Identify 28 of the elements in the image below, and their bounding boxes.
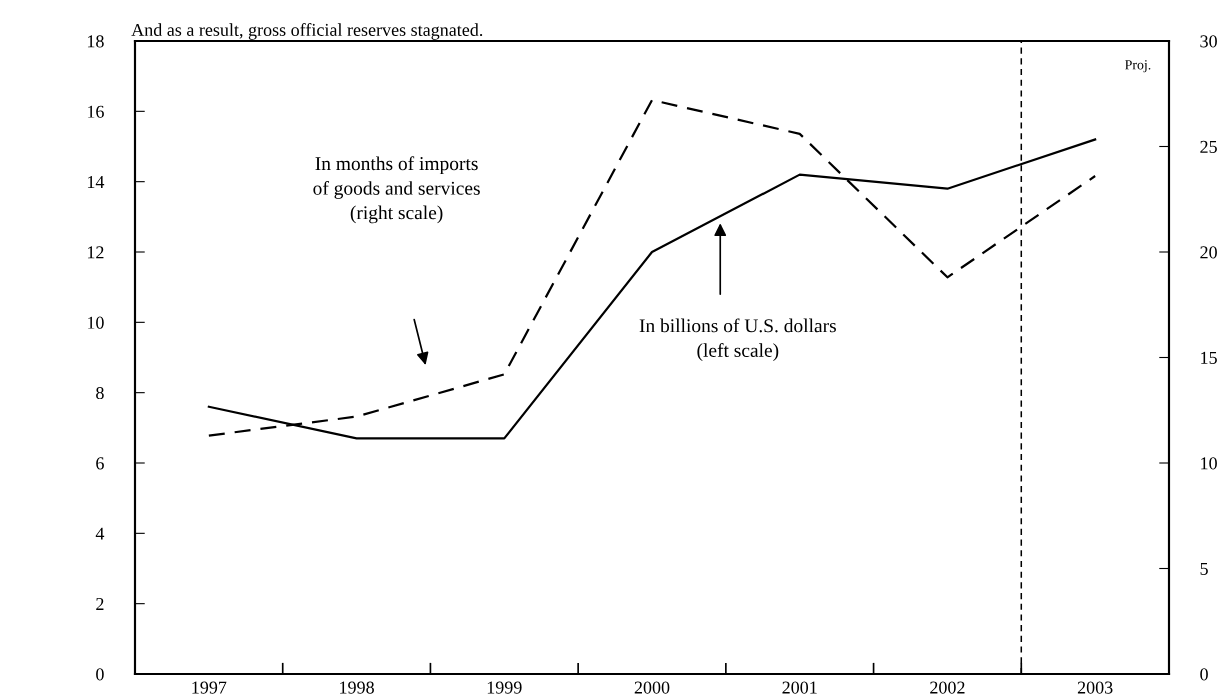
x-tick-label: 2003 <box>1077 681 1113 694</box>
y-tick-label: 8 <box>96 386 104 400</box>
y2-tick-label: 15 <box>1201 351 1217 364</box>
y-tick-label: 2 <box>96 597 104 610</box>
ref-line-label: Proj. <box>1125 60 1151 73</box>
y-tick-label: 4 <box>95 527 105 540</box>
y-tick-label: 10 <box>87 316 104 329</box>
y-tick-label: 18 <box>87 35 104 48</box>
annotation: In months of imports of goods and services (right scale) <box>313 156 480 224</box>
y-tick-label: 6 <box>96 457 104 470</box>
y2-tick-label: 30 <box>1200 35 1217 48</box>
y2-tick-label: 20 <box>1200 246 1217 259</box>
y2-tick-label: 10 <box>1201 457 1217 470</box>
x-tick-label: 1997 <box>192 681 227 694</box>
y-tick-label: 16 <box>87 105 104 118</box>
y-tick-label: 14 <box>87 176 105 188</box>
y-tick-label: 0 <box>96 668 104 681</box>
x-tick-label: 2001 <box>782 681 817 694</box>
y2-tick-label: 5 <box>1200 562 1208 575</box>
x-tick-label: 2000 <box>634 681 670 694</box>
y2-tick-label: 25 <box>1200 140 1217 153</box>
y-tick-label: 12 <box>87 246 104 259</box>
y2-tick-label: 0 <box>1200 668 1208 681</box>
x-tick-label: 1999 <box>487 681 522 694</box>
x-tick-label: 2002 <box>930 681 965 694</box>
chart-title: And as a result, gross official reserves stagnated. <box>131 23 483 40</box>
annotation: In billions of U.S. dollars (left scale) <box>639 318 836 361</box>
x-tick-label: 1998 <box>340 681 374 694</box>
